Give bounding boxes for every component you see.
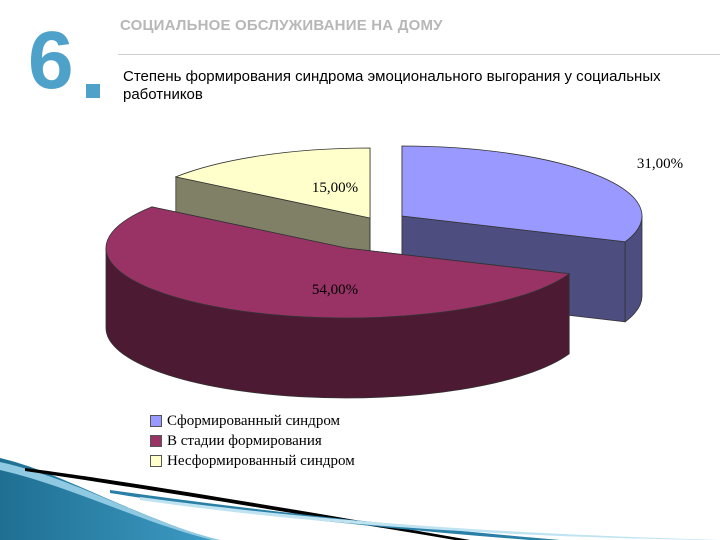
slide-number: 6 [28,15,74,106]
slice-unformed [174,147,371,219]
data-label-formed: 31,00% [637,156,683,172]
legend-swatch-unformed [150,455,162,467]
legend-item-forming: В стадии формирования [150,431,355,451]
legend-item-unformed: Несформированный синдром [150,451,355,471]
footer-decoration [0,458,720,540]
legend-label-forming: В стадии формирования [167,432,322,449]
slide-header: СОЦИАЛЬНОЕ ОБСЛУЖИВАНИЕ НА ДОМУ [120,17,443,34]
data-label-unformed: 15,00% [312,180,358,196]
legend-swatch-forming [150,435,162,447]
slice-formed [401,145,643,243]
header-divider [118,54,720,55]
slide-number-dot [86,84,100,98]
legend-label-unformed: Несформированный синдром [167,452,355,469]
chart-title: Степень формирования синдрома эмоциональ… [123,68,661,103]
legend-label-formed: Сформированный синдром [167,412,341,429]
chart-legend: Сформированный синдром В стадии формиров… [150,411,355,471]
data-label-forming: 54,00% [312,282,358,298]
slice-forming [105,206,571,319]
legend-item-formed: Сформированный синдром [150,411,355,431]
legend-swatch-formed [150,415,162,427]
